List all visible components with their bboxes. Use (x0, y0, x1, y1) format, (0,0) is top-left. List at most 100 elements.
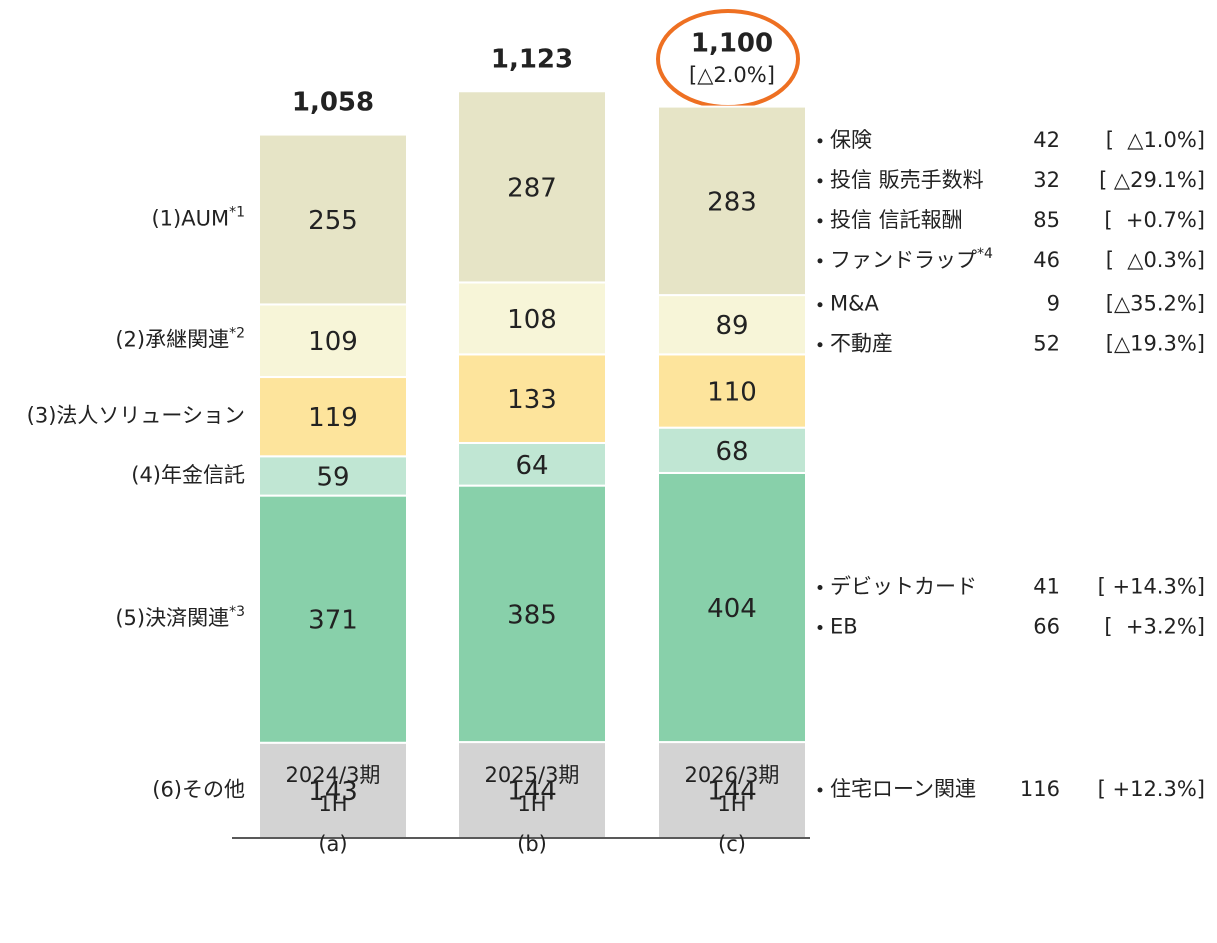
value-label: 144 (707, 777, 757, 807)
label: 保険 (830, 128, 872, 152)
bar-segment (258, 741, 408, 839)
value-label: 108 (507, 305, 557, 335)
value-label: 385 (507, 600, 557, 630)
detail-value: 66 (1033, 615, 1060, 639)
detail-value: 41 (1033, 575, 1060, 599)
detail-change: [ △29.1%] (1099, 168, 1205, 192)
bullet (817, 138, 823, 144)
label: ファンドラップ*4 (830, 246, 993, 272)
x-tick-label: 2026/3期 (685, 763, 780, 787)
label-text: 投信 信託報酬 (830, 208, 963, 232)
value-label: 371 (308, 606, 358, 636)
bar-segment (457, 90, 607, 284)
label-text: (3)法人ソリューション (27, 404, 245, 428)
label-text: ファンドラップ (830, 248, 977, 272)
label-text: 投信 販売手数料 (830, 168, 984, 192)
label: (4)年金信託 (131, 463, 245, 487)
x-tick-label: (a) (318, 832, 347, 856)
bar-segment (657, 471, 807, 744)
bar-segment (657, 294, 807, 356)
detail-change: [ +0.7%] (1104, 208, 1205, 232)
bullet (817, 178, 823, 184)
value-label: 287 (507, 173, 557, 203)
detail-value: 116 (1020, 777, 1060, 801)
value-label: 64 (515, 451, 548, 481)
detail-change: [ △0.3%] (1106, 248, 1205, 272)
label-note: *4 (977, 246, 993, 262)
value-label: 144 (507, 777, 557, 807)
bar-segment (258, 133, 408, 306)
x-tick-label: 2024/3期 (286, 763, 381, 787)
label-text: 保険 (830, 128, 872, 152)
detail-change: [ +3.2%] (1104, 615, 1205, 639)
bar-segment (657, 741, 807, 839)
label-text: 不動産 (830, 332, 893, 356)
value-label: 109 (308, 327, 358, 357)
total-label: 1,100 (691, 29, 773, 59)
label-text: (2)承継関連 (115, 328, 229, 352)
bar-segment (457, 484, 607, 744)
label-text: (5)決済関連 (115, 606, 229, 630)
value-label: 68 (715, 437, 748, 467)
label-text: (1)AUM (151, 206, 229, 230)
value-label: 119 (308, 403, 358, 433)
label: (5)決済関連*3 (115, 604, 245, 630)
bar-segment (657, 426, 807, 474)
value-label: 133 (507, 385, 557, 415)
value-label: 255 (308, 206, 358, 236)
label: EB (830, 615, 858, 639)
label: 住宅ローン関連 (830, 777, 976, 801)
bullet (817, 342, 823, 348)
x-tick-label: 2025/3期 (485, 763, 580, 787)
total-label: 1,123 (491, 44, 573, 74)
label-text: EB (830, 615, 858, 639)
bullet (817, 302, 823, 308)
label: (2)承継関連*2 (115, 326, 245, 352)
label-note: *3 (229, 604, 245, 620)
x-tick-label: 1H (318, 792, 347, 816)
detail-change: [ +12.3%] (1098, 777, 1205, 801)
label-note: *2 (229, 326, 245, 342)
bar-segment (258, 494, 408, 744)
label-text: (4)年金信託 (131, 463, 245, 487)
x-tick-label: 1H (717, 792, 746, 816)
detail-change: [ △1.0%] (1106, 128, 1205, 152)
x-tick-label: (b) (517, 832, 547, 856)
value-label: 110 (707, 378, 757, 408)
label-text: デビットカード (830, 575, 977, 599)
bullet (817, 258, 823, 264)
highlight-circle (656, 9, 800, 109)
bullet (817, 585, 823, 591)
bar-segment (457, 281, 607, 356)
detail-value: 32 (1033, 168, 1060, 192)
label: 投信 信託報酬 (830, 208, 963, 232)
detail-value: 9 (1047, 292, 1060, 316)
bar-segment (657, 105, 807, 297)
label: 投信 販売手数料 (830, 168, 984, 192)
detail-change: [△35.2%] (1106, 292, 1205, 316)
bar-segment (258, 376, 408, 458)
total-change: [△2.0%] (689, 63, 775, 87)
label: (3)法人ソリューション (27, 404, 245, 428)
bullet (817, 625, 823, 631)
x-tick-label: 1H (517, 792, 546, 816)
value-label: 404 (707, 594, 757, 624)
bullet (817, 787, 823, 793)
detail-value: 52 (1033, 332, 1060, 356)
label: M&A (830, 292, 879, 316)
label: 不動産 (830, 332, 893, 356)
detail-value: 42 (1033, 128, 1060, 152)
label-text: (6)その他 (152, 777, 245, 801)
total-label: 1,058 (292, 88, 374, 118)
detail-value: 85 (1033, 208, 1060, 232)
value-label: 59 (316, 462, 349, 492)
label-text: M&A (830, 292, 879, 316)
bar-segment (457, 441, 607, 487)
value-label: 283 (707, 187, 757, 217)
detail-change: [ +14.3%] (1098, 575, 1205, 599)
label-text: 住宅ローン関連 (830, 777, 976, 801)
detail-change: [△19.3%] (1106, 332, 1205, 356)
label: (1)AUM*1 (151, 204, 245, 230)
label: (6)その他 (152, 777, 245, 801)
